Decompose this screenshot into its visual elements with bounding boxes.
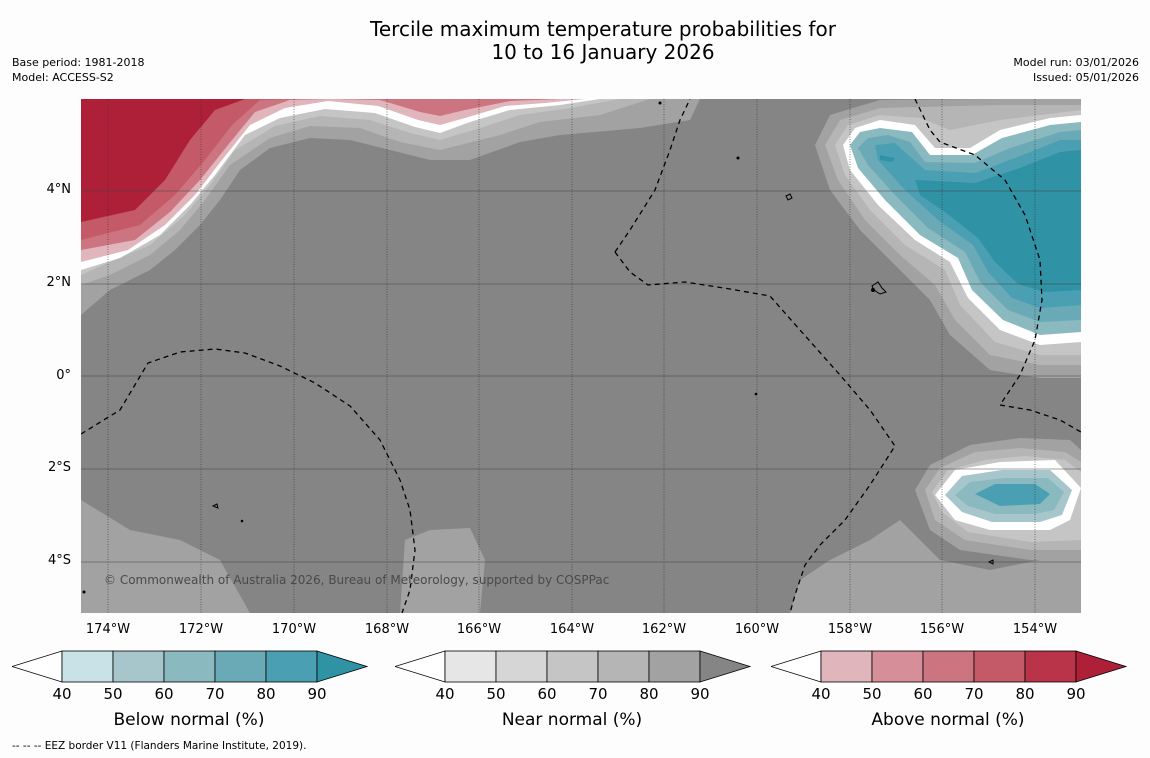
colorbar-tick: 60: [913, 685, 933, 703]
lat-label-2n: 2°N: [46, 275, 72, 290]
colorbar-near-swatches: [393, 650, 752, 683]
colorbar-tick: 90: [307, 685, 327, 703]
lon-label-168w: 168°W: [364, 622, 410, 637]
colorbar-swatch: [871, 650, 924, 683]
colorbar-tick: 60: [154, 685, 174, 703]
colorbar-tick: 80: [639, 685, 659, 703]
colorbar-swatch: [214, 650, 267, 683]
colorbar-near-normal: 40 50 60 70 80 90 Near normal (%): [393, 650, 755, 730]
colorbar-below-swatches: [10, 650, 369, 683]
probability-map: [81, 99, 1081, 613]
colorbar-swatch: [820, 650, 873, 683]
lon-label-162w: 162°W: [641, 622, 687, 637]
meta-right: Model run: 03/01/2026 Issued: 05/01/2026: [1013, 55, 1139, 85]
colorbar-tick: 80: [1015, 685, 1035, 703]
graticule: [107, 99, 1036, 613]
colorbar-swatch: [495, 650, 548, 683]
colorbar-tick: 90: [1066, 685, 1086, 703]
colorbar-swatch: [112, 650, 165, 683]
lon-label-170w: 170°W: [271, 622, 317, 637]
lon-label-166w: 166°W: [456, 622, 502, 637]
lon-label-154w: 154°W: [1012, 622, 1058, 637]
colorbar-swatch: [973, 650, 1026, 683]
colorbar-extend-low: [393, 650, 446, 683]
colorbar-tick: 40: [435, 685, 455, 703]
eez-borders: [81, 99, 1081, 613]
colorbar-above-normal: 40 50 60 70 80 90 Above normal (%): [769, 650, 1131, 730]
lat-label-2s: 2°S: [47, 460, 71, 475]
colorbar-tick: 50: [103, 685, 123, 703]
lat-label-4n: 4°N: [46, 182, 72, 197]
model-text: Model: ACCESS-S2: [12, 71, 114, 84]
title-line-1: Tercile maximum temperature probabilitie…: [370, 17, 836, 41]
colorbar-extend-high: [1075, 650, 1128, 683]
lon-label-164w: 164°W: [549, 622, 595, 637]
near-normal-lower-patches: [81, 500, 1081, 613]
colorbar-label-above: Above normal (%): [871, 710, 1025, 730]
colorbar-tick: 50: [486, 685, 506, 703]
colorbar-tick: 60: [537, 685, 557, 703]
lon-label-156w: 156°W: [919, 622, 965, 637]
lat-label-0: 0°: [56, 368, 71, 383]
colorbar-swatch: [597, 650, 650, 683]
title-line-2: 10 to 16 January 2026: [491, 40, 715, 64]
lat-label-4s: 4°S: [47, 553, 71, 568]
colorbar-tick: 40: [52, 685, 72, 703]
lon-label-174w: 174°W: [85, 622, 131, 637]
colorbar-swatch: [265, 650, 318, 683]
latitude-lines: [81, 190, 1081, 563]
below-normal-region-south: [915, 438, 1081, 560]
chart-title: Tercile maximum temperature probabilitie…: [0, 18, 1150, 64]
colorbar-extend-low: [10, 650, 63, 683]
colorbar-extend-high: [316, 650, 369, 683]
copyright-text: © Commonwealth of Australia 2026, Bureau…: [104, 573, 610, 587]
islands: [82, 101, 994, 594]
colorbar-tick: 50: [862, 685, 882, 703]
colorbar-label-near: Near normal (%): [501, 710, 643, 730]
meta-left: Base period: 1981-2018 Model: ACCESS-S2: [12, 55, 144, 85]
colorbar-tick: 70: [205, 685, 225, 703]
colorbar-below-normal: 40 50 60 70 80 90 Below normal (%): [10, 650, 372, 730]
lon-label-172w: 172°W: [178, 622, 224, 637]
model-run-text: Model run: 03/01/2026: [1013, 56, 1139, 69]
base-period-text: Base period: 1981-2018: [12, 56, 145, 69]
colorbar-tick: 70: [588, 685, 608, 703]
colorbar-tick: 90: [690, 685, 710, 703]
colorbar-swatch: [648, 650, 701, 683]
lon-label-158w: 158°W: [827, 622, 873, 637]
colorbar-tick: 80: [256, 685, 276, 703]
colorbar-above-swatches: [769, 650, 1128, 683]
colorbar-label-below: Below normal (%): [113, 710, 265, 730]
colorbar-swatch: [444, 650, 497, 683]
colorbar-swatch: [546, 650, 599, 683]
colorbar-swatch: [922, 650, 975, 683]
colorbar-swatch: [61, 650, 114, 683]
lon-label-160w: 160°W: [734, 622, 780, 637]
colorbar-extend-high: [699, 650, 752, 683]
colorbar-swatch: [163, 650, 216, 683]
colorbar-swatch: [1024, 650, 1077, 683]
footnote: -- -- -- EEZ border V11 (Flanders Marine…: [12, 740, 307, 752]
issued-text: Issued: 05/01/2026: [1032, 71, 1139, 84]
colorbar-tick: 70: [964, 685, 984, 703]
colorbar-tick: 40: [811, 685, 831, 703]
colorbar-extend-low: [769, 650, 822, 683]
